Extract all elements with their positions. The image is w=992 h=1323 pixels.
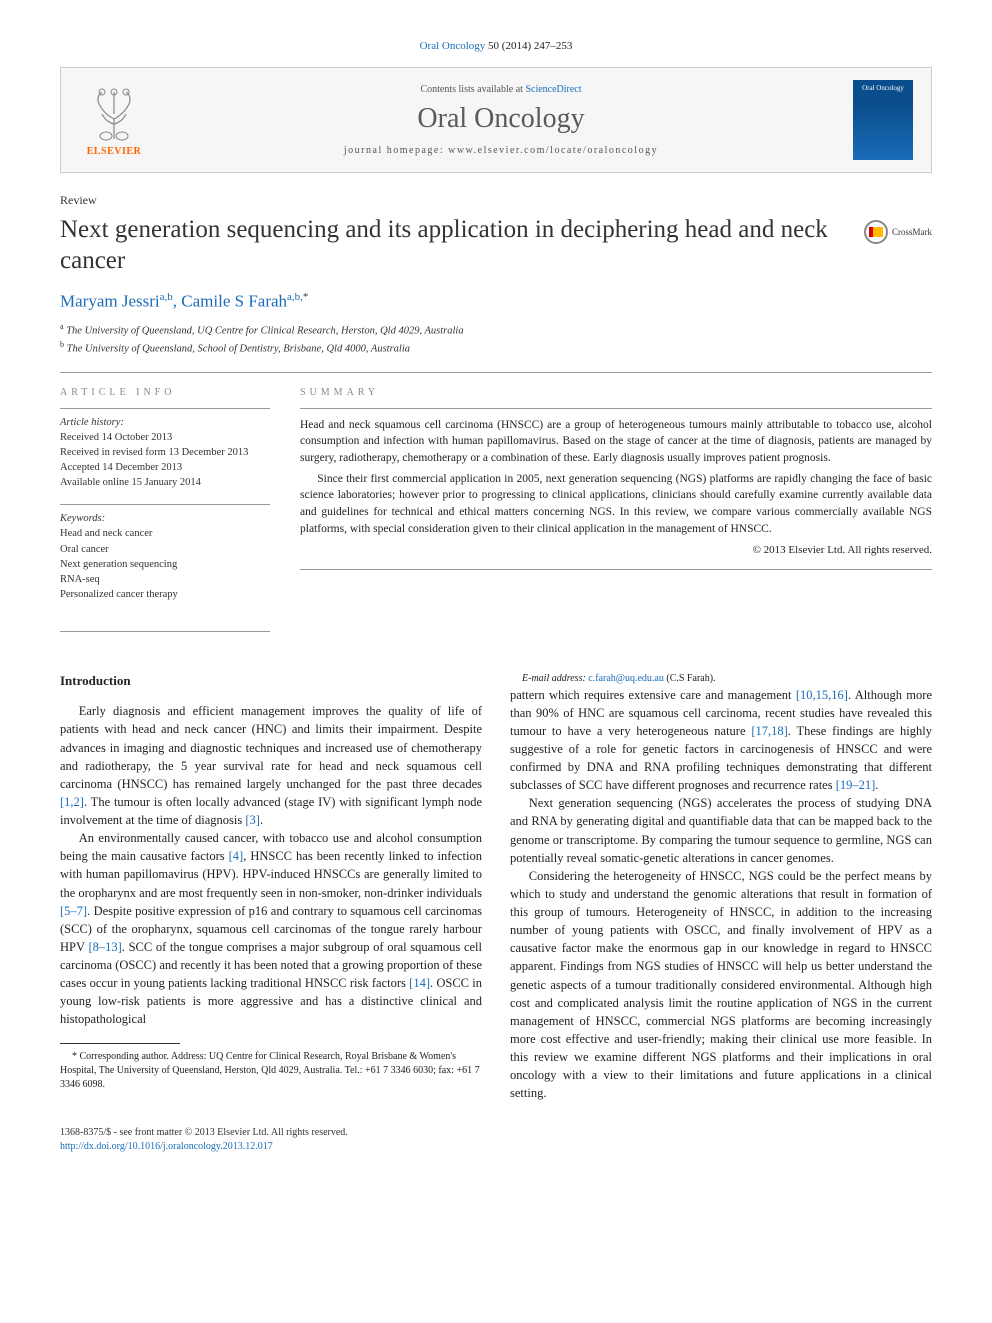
email-footnote: E-mail address: c.farah@uq.edu.au (C.S F… (510, 672, 932, 686)
citation-line: Oral Oncology 50 (2014) 247–253 (60, 40, 932, 52)
issn-line: 1368-8375/$ - see front matter © 2013 El… (60, 1126, 932, 1140)
body-p3a: pattern which requires extensive care an… (510, 688, 796, 702)
summary-copyright: © 2013 Elsevier Ltd. All rights reserved… (300, 543, 932, 559)
homepage-prefix: journal homepage: (344, 145, 448, 156)
aff-b-text: The University of Queensland, School of … (67, 344, 410, 355)
footnote-separator (60, 1043, 180, 1044)
journal-cover-thumbnail: Oral Oncology (853, 80, 913, 160)
keywords-block: Keywords: Head and neck cancer Oral canc… (60, 504, 270, 602)
received-line: Received 14 October 2013 (60, 430, 270, 445)
homepage-url: www.elsevier.com/locate/oraloncology (448, 145, 658, 156)
email-label: E-mail address: (522, 673, 588, 684)
email-link[interactable]: c.farah@uq.edu.au (588, 673, 664, 684)
body-p1c: . (260, 813, 263, 827)
author-sep: , (173, 291, 182, 310)
aff-a-text: The University of Queensland, UQ Centre … (66, 326, 463, 337)
body-text: Introduction Early diagnosis and efficie… (60, 672, 932, 1103)
affiliation-a: a The University of Queensland, UQ Centr… (60, 321, 932, 339)
journal-header: ELSEVIER Contents lists available at Sci… (60, 67, 932, 173)
keywords-label: Keywords: (60, 513, 270, 524)
page-footer: 1368-8375/$ - see front matter © 2013 El… (60, 1126, 932, 1154)
header-center: Contents lists available at ScienceDirec… (169, 84, 833, 156)
ref-10-15-16[interactable]: [10,15,16] (796, 688, 848, 702)
contents-line: Contents lists available at ScienceDirec… (169, 84, 833, 95)
intro-heading: Introduction (60, 672, 482, 691)
ref-5-7[interactable]: [5–7] (60, 904, 87, 918)
elsevier-label: ELSEVIER (87, 146, 142, 157)
contents-prefix: Contents lists available at (420, 84, 525, 95)
article-info-column: ARTICLE INFO Article history: Received 1… (60, 387, 270, 617)
title-row: Next generation sequencing and its appli… (60, 214, 932, 277)
citation-volume: 50 (2014) 247–253 (488, 40, 572, 52)
sciencedirect-link[interactable]: ScienceDirect (525, 84, 581, 95)
ref-19-21[interactable]: [19–21] (836, 778, 876, 792)
body-p1a: Early diagnosis and efficient management… (60, 704, 482, 791)
kw4: RNA-seq (60, 572, 270, 587)
ref-3[interactable]: [3] (245, 813, 260, 827)
crossmark-label: CrossMark (892, 227, 932, 237)
body-p3d: . (875, 778, 878, 792)
article-type: Review (60, 193, 932, 208)
aff-b-sup: b (60, 340, 64, 349)
ref-14[interactable]: [14] (409, 976, 430, 990)
corresponding-footnote: * Corresponding author. Address: UQ Cent… (60, 1050, 482, 1092)
affiliations: a The University of Queensland, UQ Centr… (60, 321, 932, 357)
ref-1-2[interactable]: [1,2] (60, 795, 84, 809)
online-line: Available online 15 January 2014 (60, 475, 270, 490)
revised-line: Received in revised form 13 December 201… (60, 445, 270, 460)
body-p1b: . The tumour is often locally advanced (… (60, 795, 482, 827)
ref-8-13[interactable]: [8–13] (88, 940, 121, 954)
elsevier-tree-icon (84, 84, 144, 144)
page: Oral Oncology 50 (2014) 247–253 ELSEVIER… (0, 0, 992, 1194)
cover-title: Oral Oncology (862, 84, 904, 92)
affiliation-b: b The University of Queensland, School o… (60, 339, 932, 357)
author-2-aff: a,b, (287, 291, 303, 303)
author-2: Camile S Farah (181, 291, 287, 310)
aff-a-sup: a (60, 322, 64, 331)
info-summary-row: ARTICLE INFO Article history: Received 1… (60, 387, 932, 617)
crossmark-icon (864, 220, 888, 244)
article-title: Next generation sequencing and its appli… (60, 214, 844, 277)
body-p3: pattern which requires extensive care an… (510, 686, 932, 795)
author-1: Maryam Jessri (60, 291, 160, 310)
kw3: Next generation sequencing (60, 557, 270, 572)
author-1-aff: a,b (160, 291, 173, 303)
body-p1: Early diagnosis and efficient management… (60, 702, 482, 829)
summary-p2: Since their first commercial application… (300, 471, 932, 538)
kw2: Oral cancer (60, 542, 270, 557)
corresponding-star: * (303, 291, 309, 303)
summary-header: SUMMARY (300, 387, 932, 398)
body-p2: An environmentally caused cancer, with t… (60, 829, 482, 1028)
journal-name: Oral Oncology (169, 103, 833, 135)
body-p4: Next generation sequencing (NGS) acceler… (510, 794, 932, 867)
email-suffix: (C.S Farah). (664, 673, 716, 684)
ref-17-18[interactable]: [17,18] (751, 724, 787, 738)
history-label: Article history: (60, 417, 270, 428)
article-info-header: ARTICLE INFO (60, 387, 270, 398)
kw5: Personalized cancer therapy (60, 587, 270, 602)
kw1: Head and neck cancer (60, 526, 270, 541)
summary-p1: Head and neck squamous cell carcinoma (H… (300, 417, 932, 467)
crossmark-badge[interactable]: CrossMark (864, 220, 932, 244)
accepted-line: Accepted 14 December 2013 (60, 460, 270, 475)
info-divider (60, 631, 270, 632)
history-block: Article history: Received 14 October 201… (60, 408, 270, 491)
summary-divider (300, 569, 932, 570)
elsevier-logo: ELSEVIER (79, 80, 149, 160)
body-p5: Considering the heterogeneity of HNSCC, … (510, 867, 932, 1103)
summary-column: SUMMARY Head and neck squamous cell carc… (300, 387, 932, 617)
summary-text: Head and neck squamous cell carcinoma (H… (300, 408, 932, 560)
doi-link[interactable]: http://dx.doi.org/10.1016/j.oraloncology… (60, 1141, 273, 1152)
authors: Maryam Jessria,b, Camile S Faraha,b,* (60, 291, 932, 312)
homepage-line: journal homepage: www.elsevier.com/locat… (169, 145, 833, 156)
divider (60, 372, 932, 373)
ref-4[interactable]: [4] (229, 849, 244, 863)
citation-journal-link[interactable]: Oral Oncology (420, 40, 486, 52)
